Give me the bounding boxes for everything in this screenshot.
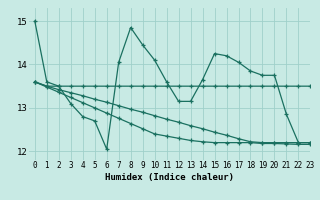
X-axis label: Humidex (Indice chaleur): Humidex (Indice chaleur) (105, 173, 234, 182)
